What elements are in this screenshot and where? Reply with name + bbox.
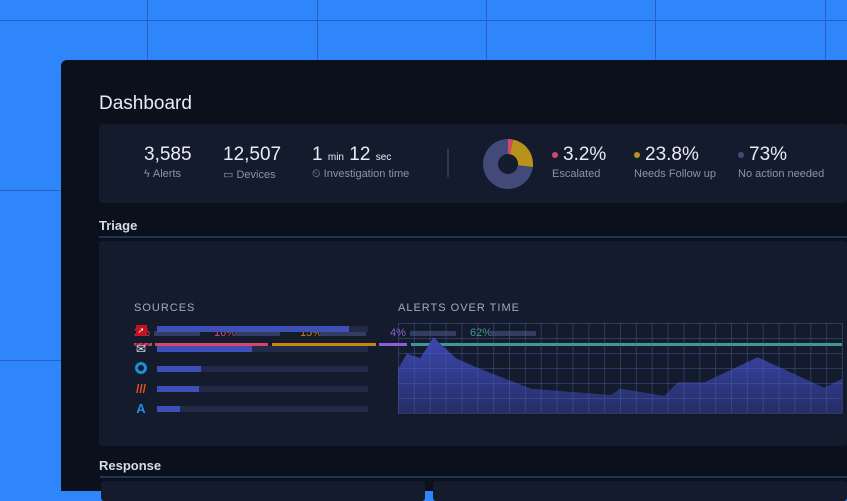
stats-card: 3,585 ϟ Alerts 12,507 ▭ Devices 1 min 12… bbox=[99, 124, 847, 203]
devices-label: Devices bbox=[236, 169, 276, 181]
response-card bbox=[101, 481, 425, 501]
response-card bbox=[433, 481, 847, 501]
outcome-value: 73% bbox=[738, 144, 787, 166]
source-bar bbox=[157, 386, 368, 392]
triage-segment[interactable] bbox=[379, 343, 407, 346]
triage-segment[interactable] bbox=[155, 343, 268, 346]
timer-icon: ⏲ bbox=[312, 168, 321, 180]
segment-label: 4% bbox=[390, 327, 406, 339]
source-bar bbox=[157, 326, 368, 332]
outcome-donut bbox=[483, 139, 533, 189]
investigation-time: 1 min 12 sec bbox=[312, 144, 392, 165]
triage-segment[interactable] bbox=[272, 343, 376, 346]
legend-dot-icon bbox=[738, 151, 744, 158]
outcome-value: 23.8% bbox=[634, 144, 699, 166]
devices-count: 12,507 bbox=[223, 144, 282, 165]
outcome-label: Needs Follow up bbox=[634, 168, 716, 180]
outcome-value: 3.2% bbox=[552, 144, 606, 166]
legend-dot-icon bbox=[552, 151, 558, 158]
donut-slice bbox=[508, 139, 513, 155]
source-bar bbox=[157, 406, 368, 412]
okta-icon bbox=[134, 362, 148, 377]
outcome-label: Escalated bbox=[552, 168, 601, 180]
proofpoint-icon: ✉ bbox=[135, 342, 147, 356]
outcome-label: No action needed bbox=[738, 168, 825, 180]
triage-title: Triage bbox=[99, 218, 138, 233]
alerts-count: 3,585 bbox=[144, 144, 192, 165]
dashboard-panel: Dashboard 3,585 ϟ Alerts 12,507 ▭ Device… bbox=[61, 60, 847, 501]
laptop-icon: ▭ bbox=[223, 169, 234, 181]
triage-segment[interactable] bbox=[134, 343, 152, 346]
response-title: Response bbox=[99, 458, 162, 473]
page-title: Dashboard bbox=[99, 93, 192, 114]
alerts-label: Alerts bbox=[152, 168, 182, 180]
crowdstrike-icon: ➚ bbox=[134, 322, 148, 336]
legend-dot-icon bbox=[634, 151, 640, 158]
source-bar bbox=[157, 346, 368, 352]
chart-title: ALERTS OVER TIME bbox=[398, 302, 520, 314]
triage-segment[interactable] bbox=[411, 343, 842, 346]
source-bar bbox=[157, 366, 368, 372]
azure-icon: A bbox=[136, 401, 146, 416]
area-series bbox=[398, 337, 842, 413]
alerts-over-time-chart bbox=[398, 323, 843, 414]
segment-label: 62% bbox=[470, 327, 493, 339]
lightning-icon: ϟ bbox=[144, 168, 150, 180]
donut-slice bbox=[509, 139, 533, 168]
triage-card: 3%16%15%4%62% SOURCES ➚✉///A ALERTS OVER… bbox=[99, 241, 847, 446]
sources-title: SOURCES bbox=[134, 302, 196, 314]
palo-alto-icon: /// bbox=[135, 382, 146, 396]
investigation-label: Investigation time bbox=[323, 168, 410, 180]
donut-slice bbox=[483, 139, 533, 189]
